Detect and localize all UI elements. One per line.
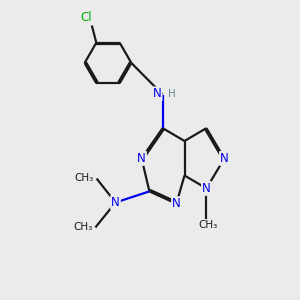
Text: Cl: Cl [81,11,92,24]
Text: N: N [202,182,211,195]
Text: N: N [137,152,146,165]
Text: N: N [111,196,120,209]
Text: N: N [220,152,229,165]
Text: CH₃: CH₃ [74,173,94,183]
Text: CH₃: CH₃ [73,222,92,232]
Text: N: N [153,87,162,101]
Text: H: H [168,89,176,99]
Text: N: N [172,197,181,210]
Text: CH₃: CH₃ [198,220,218,230]
